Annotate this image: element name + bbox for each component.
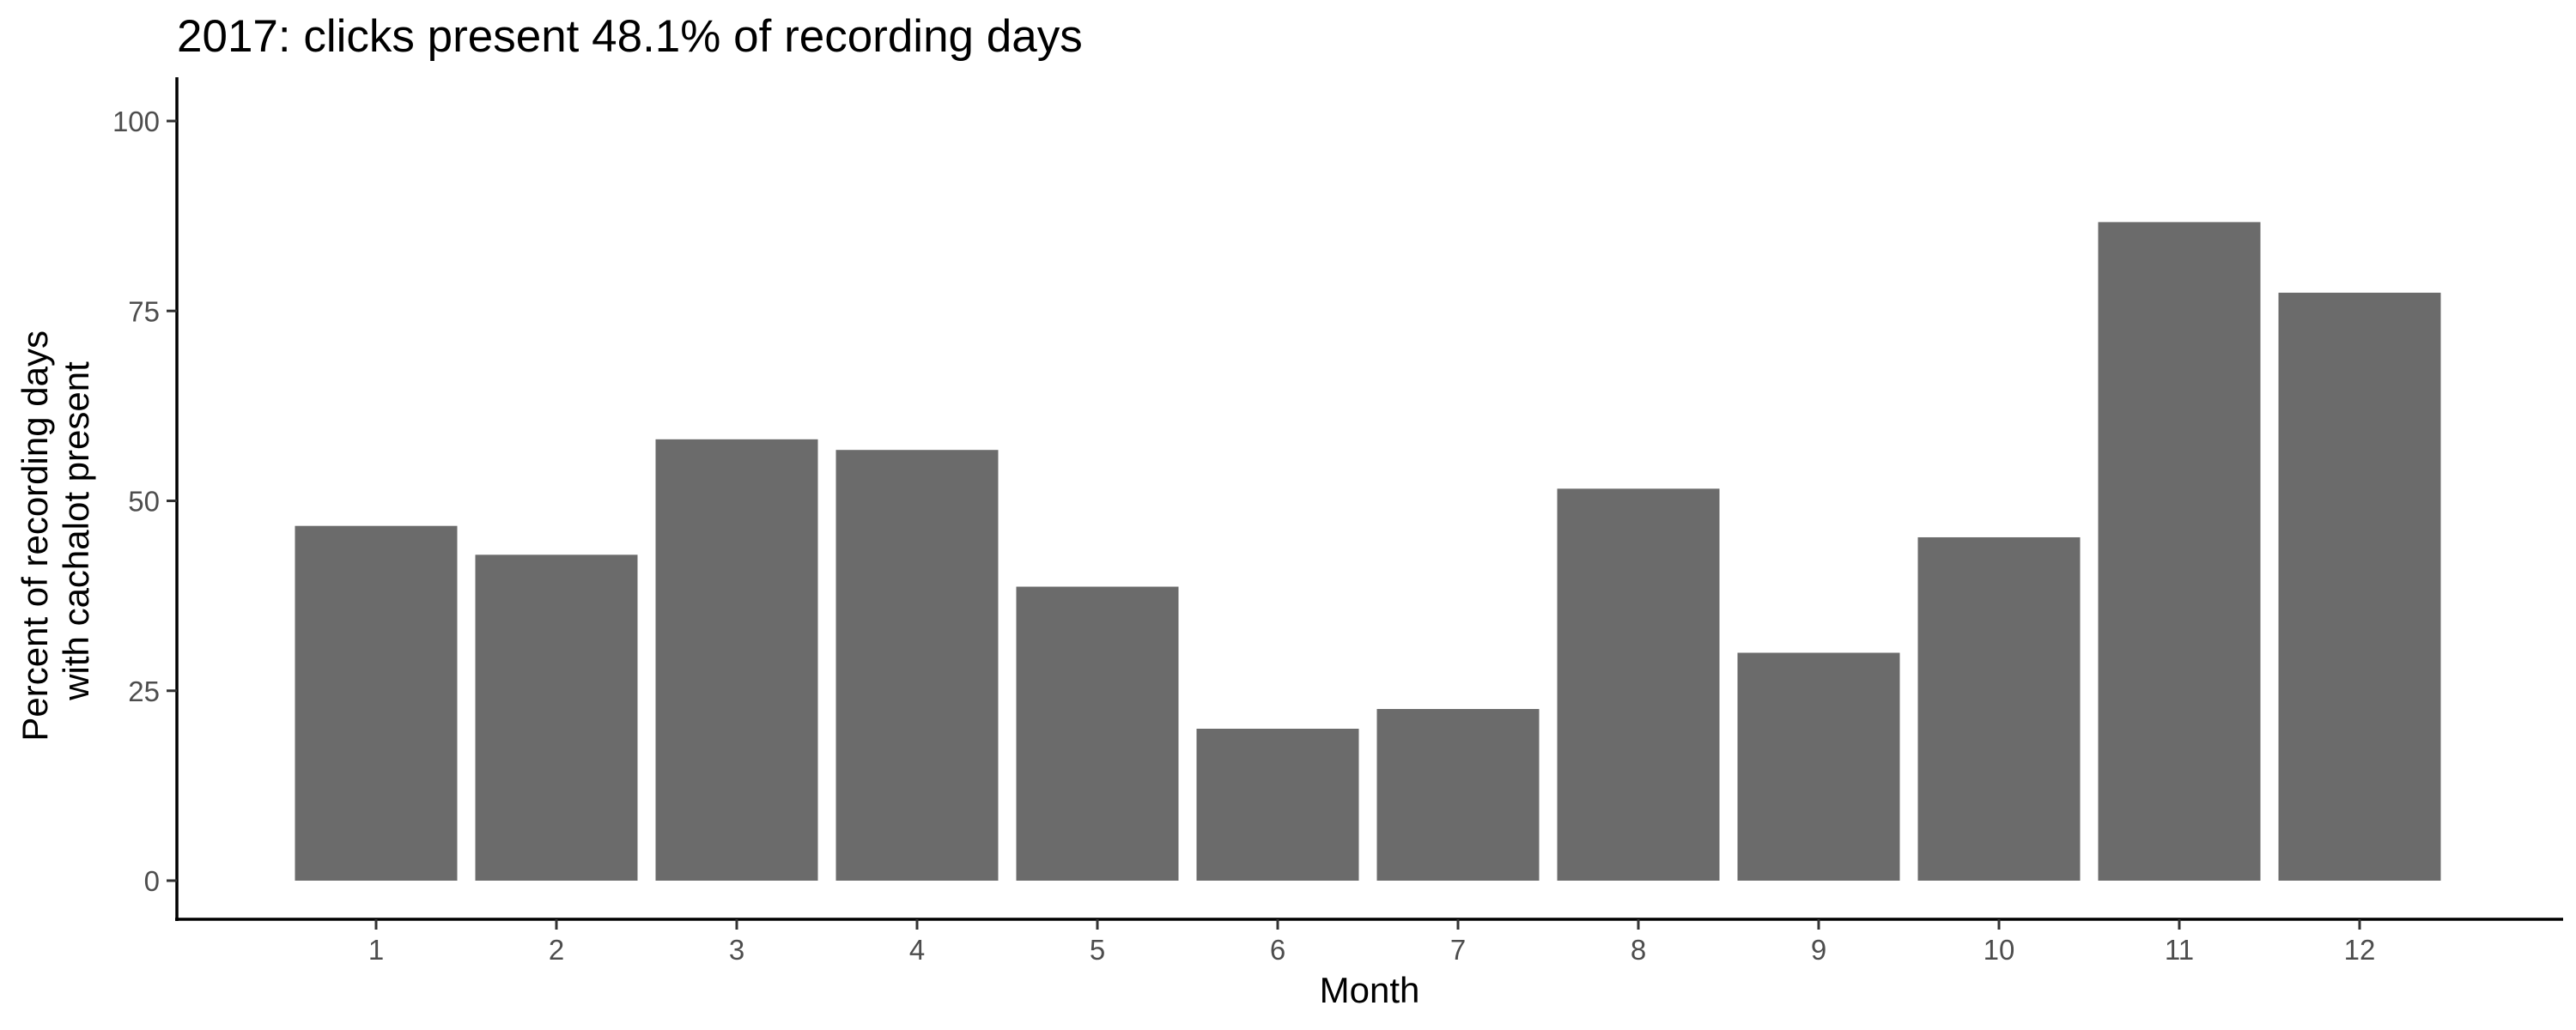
bars-group <box>295 221 2441 882</box>
x-tick-label-12: 12 <box>2344 934 2376 966</box>
x-tick-label-9: 9 <box>1811 934 1826 966</box>
x-tick-label-2: 2 <box>549 934 564 966</box>
x-tick-label-11: 11 <box>2165 934 2194 966</box>
x-tick-label-1: 1 <box>368 934 384 966</box>
x-tick-label-10: 10 <box>1984 934 2015 966</box>
x-tick-label-5: 5 <box>1090 934 1105 966</box>
y-axis-ticks: 0 25 50 75 100 <box>112 106 177 897</box>
bar-month-12 <box>2278 293 2441 881</box>
x-tick-label-8: 8 <box>1631 934 1646 966</box>
x-tick-label-3: 3 <box>729 934 744 966</box>
bar-month-10 <box>1917 536 2081 881</box>
y-tick-label-50: 50 <box>128 486 160 518</box>
y-tick-label-25: 25 <box>128 676 160 707</box>
bar-month-6 <box>1196 729 1359 881</box>
bar-month-5 <box>1016 586 1179 881</box>
bar-month-4 <box>835 450 999 881</box>
x-axis-title: Month <box>1320 970 1420 1010</box>
bar-month-1 <box>295 525 458 881</box>
x-tick-label-4: 4 <box>909 934 925 966</box>
x-tick-label-6: 6 <box>1270 934 1285 966</box>
y-axis-title: Percent of recording days with cachalot … <box>15 320 96 741</box>
y-axis-title-line-2: with cachalot present <box>56 361 96 701</box>
y-tick-label-0: 0 <box>144 865 160 897</box>
bar-month-7 <box>1376 708 1540 881</box>
y-tick-label-75: 75 <box>128 295 160 327</box>
y-tick-label-100: 100 <box>112 106 160 137</box>
bar-month-3 <box>655 439 818 881</box>
bar-month-11 <box>2098 221 2261 882</box>
x-tick-label-7: 7 <box>1450 934 1466 966</box>
y-axis-title-line-1: Percent of recording days <box>15 330 55 742</box>
bar-month-9 <box>1737 652 1900 881</box>
bar-month-2 <box>475 554 638 881</box>
bar-month-8 <box>1557 488 1720 881</box>
x-axis-ticks: 1 2 3 4 5 6 7 8 9 10 11 12 <box>368 919 2376 966</box>
chart-title: 2017: clicks present 48.1% of recording … <box>177 11 1083 62</box>
